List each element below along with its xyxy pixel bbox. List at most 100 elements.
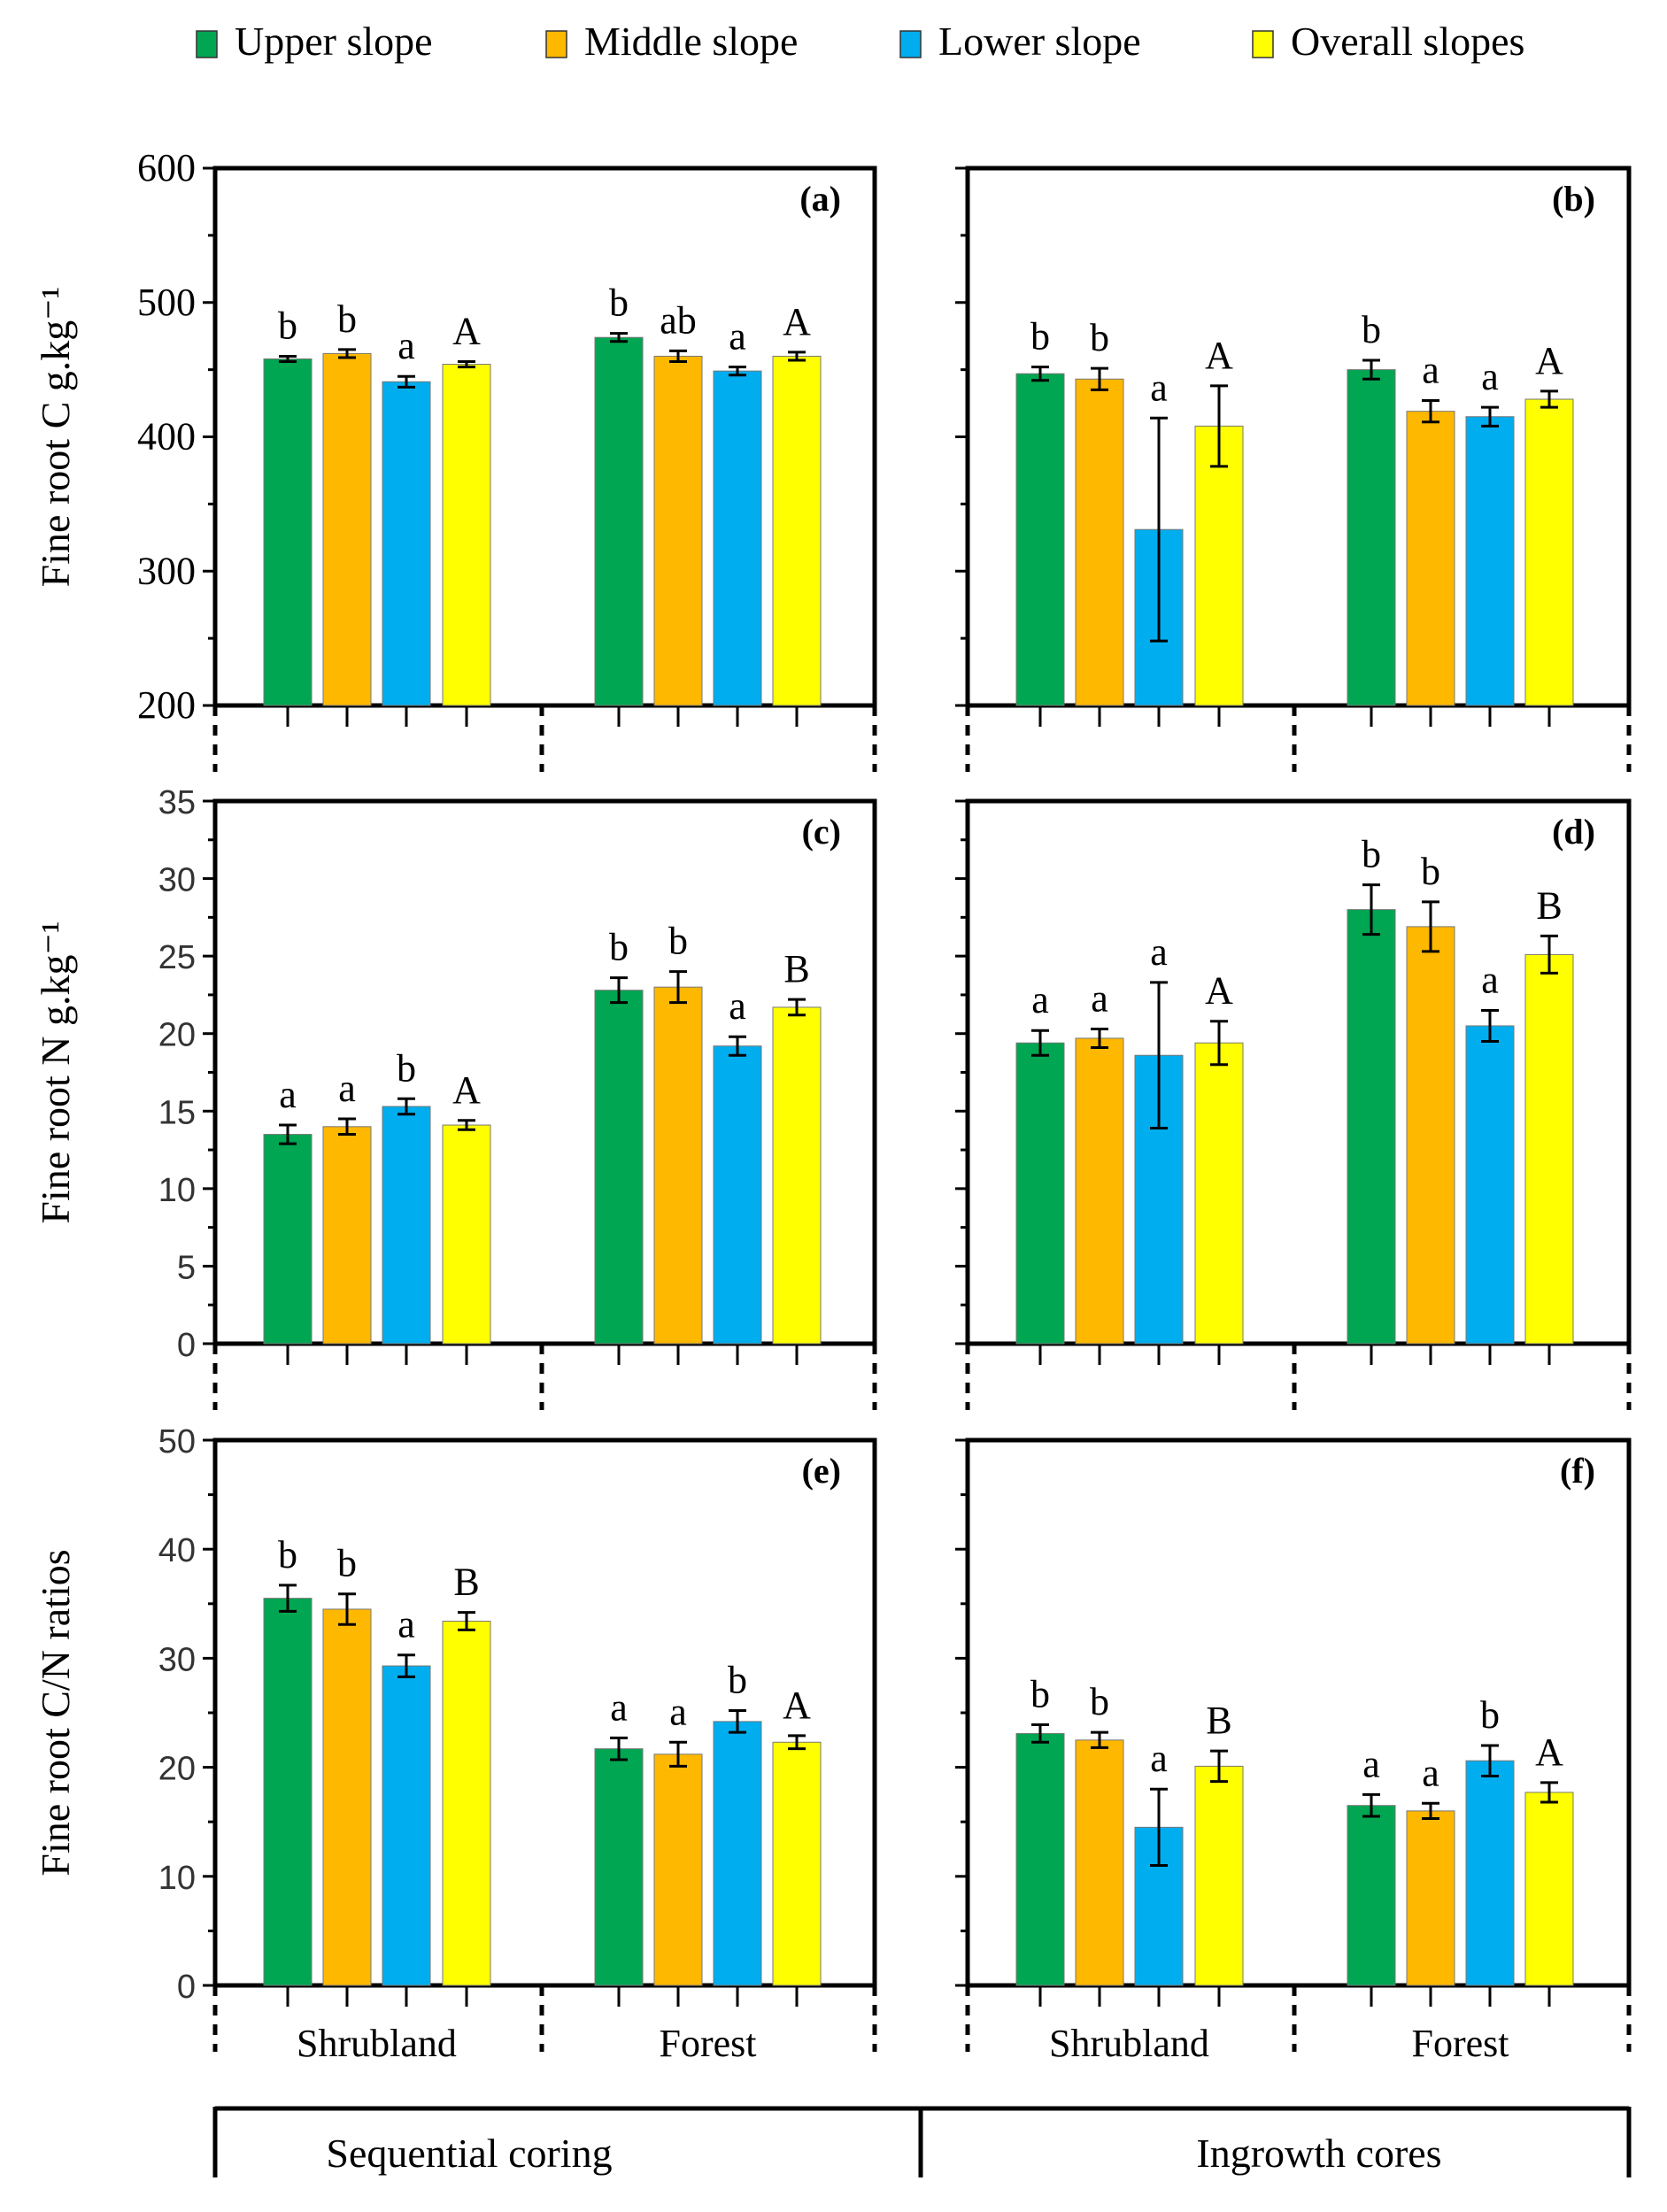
y-tick-label: 600 — [137, 146, 196, 189]
error-bar — [788, 998, 806, 1017]
significance-letter: A — [452, 1068, 481, 1112]
significance-letter: b — [1362, 308, 1381, 351]
significance-letter: b — [1030, 315, 1050, 358]
significance-letter: b — [1362, 833, 1381, 876]
y-tick-label: 30 — [158, 1641, 196, 1678]
error-bar — [1210, 384, 1228, 468]
y-tick-label: 5 — [177, 1249, 196, 1286]
error-bar — [610, 976, 628, 1005]
significance-letter: B — [1206, 1699, 1231, 1742]
bar-middle-slope-shrubland — [1075, 1037, 1124, 1345]
significance-letter: a — [1150, 930, 1168, 974]
error-bar — [1031, 1723, 1049, 1744]
significance-letter: b — [609, 281, 629, 325]
significance-letter: b — [1030, 1673, 1050, 1716]
legend-label: Overall slopes — [1291, 19, 1524, 64]
error-bar — [610, 332, 628, 343]
legend-label: Middle slope — [584, 19, 798, 64]
group-label: Forest — [1412, 2022, 1509, 2065]
error-bar — [458, 1611, 475, 1631]
significance-letter: A — [1535, 1730, 1563, 1774]
x-axis-ticks — [212, 1344, 877, 1410]
panel-tag: (d) — [1552, 812, 1595, 852]
y-tick-label: 20 — [158, 1017, 196, 1054]
legend-swatch — [899, 30, 922, 58]
error-bar — [669, 1740, 687, 1768]
error-bar — [729, 1035, 746, 1057]
y-tick-label: 25 — [158, 939, 196, 976]
significance-letter: b — [1090, 1680, 1109, 1723]
panel-tag: (e) — [802, 1451, 841, 1491]
legend-label: Lower slope — [938, 19, 1141, 64]
error-bar — [1031, 1029, 1049, 1057]
significance-letter: b — [1090, 316, 1109, 359]
error-bar — [669, 349, 687, 364]
error-bar — [279, 1584, 297, 1613]
error-bar — [338, 1117, 356, 1137]
significance-letter: b — [609, 926, 629, 969]
y-tick-label: 10 — [158, 1172, 196, 1209]
y-tick-label: 50 — [158, 1423, 196, 1461]
error-bar — [1362, 1792, 1380, 1818]
error-bar — [788, 351, 806, 362]
group-label: Forest — [660, 2022, 757, 2065]
significance-letter: b — [397, 1046, 416, 1090]
significance-letter: B — [1536, 883, 1562, 927]
significance-letter: b — [1480, 1693, 1500, 1737]
error-bar — [279, 354, 297, 364]
x-axis-ticks — [965, 1985, 1632, 2052]
significance-letter: b — [337, 1542, 357, 1585]
bar-upper-slope-forest — [1347, 369, 1396, 706]
y-tick-label: 500 — [137, 281, 196, 324]
significance-letter: ab — [660, 298, 697, 342]
bar-overall-slopes-shrubland — [1194, 1042, 1244, 1345]
bar-overall-slopes-shrubland — [1194, 1765, 1244, 1986]
bar-middle-slope-forest — [1406, 1810, 1455, 1986]
error-bar — [1091, 1027, 1108, 1049]
y-tick-label: 400 — [137, 415, 196, 459]
error-bar — [279, 1123, 297, 1145]
significance-letter: a — [1362, 1742, 1380, 1785]
y-axis-title: Fine root C g.kg⁻¹ — [33, 287, 78, 588]
bar-middle-slope-shrubland — [322, 352, 372, 706]
bar-lower-slope-forest — [713, 1045, 762, 1345]
error-bar — [729, 366, 746, 377]
significance-letter: a — [397, 1603, 415, 1646]
bar-lower-slope-shrubland — [382, 381, 431, 706]
significance-letter: B — [453, 1561, 479, 1604]
y-axis-title: Fine root C/N ratios — [33, 1549, 78, 1876]
bar-upper-slope-forest — [1347, 1805, 1396, 1986]
significance-letter: a — [610, 1685, 628, 1729]
bar-middle-slope-forest — [1406, 411, 1455, 706]
y-tick-label: 35 — [158, 784, 196, 821]
bar-overall-slopes-shrubland — [1194, 425, 1244, 706]
error-bar — [610, 1736, 628, 1761]
bar-upper-slope-shrubland — [263, 358, 313, 706]
error-bar — [1422, 1801, 1439, 1821]
y-tick-label: 10 — [158, 1860, 196, 1897]
y-tick-label: 30 — [158, 862, 196, 899]
error-bar — [1540, 389, 1558, 409]
x-axis-ticks — [212, 705, 877, 772]
legend-swatch — [545, 30, 567, 58]
bar-overall-slopes-shrubland — [442, 364, 491, 706]
y-tick-label: 0 — [177, 1327, 196, 1364]
error-bar — [397, 1653, 415, 1678]
error-bar — [1091, 1730, 1108, 1749]
significance-letter: B — [783, 947, 809, 990]
error-bar — [1481, 405, 1499, 428]
legend-item-2: Middle slope — [545, 19, 798, 64]
bar-upper-slope-forest — [594, 1748, 644, 1986]
significance-letter: a — [1422, 1751, 1439, 1794]
significance-letter: a — [1091, 976, 1108, 1020]
legend-swatch — [1252, 30, 1274, 58]
bar-middle-slope-shrubland — [322, 1126, 372, 1345]
significance-letter: A — [783, 300, 811, 343]
error-bar — [1031, 366, 1049, 382]
x-axis-ticks — [965, 705, 1632, 772]
